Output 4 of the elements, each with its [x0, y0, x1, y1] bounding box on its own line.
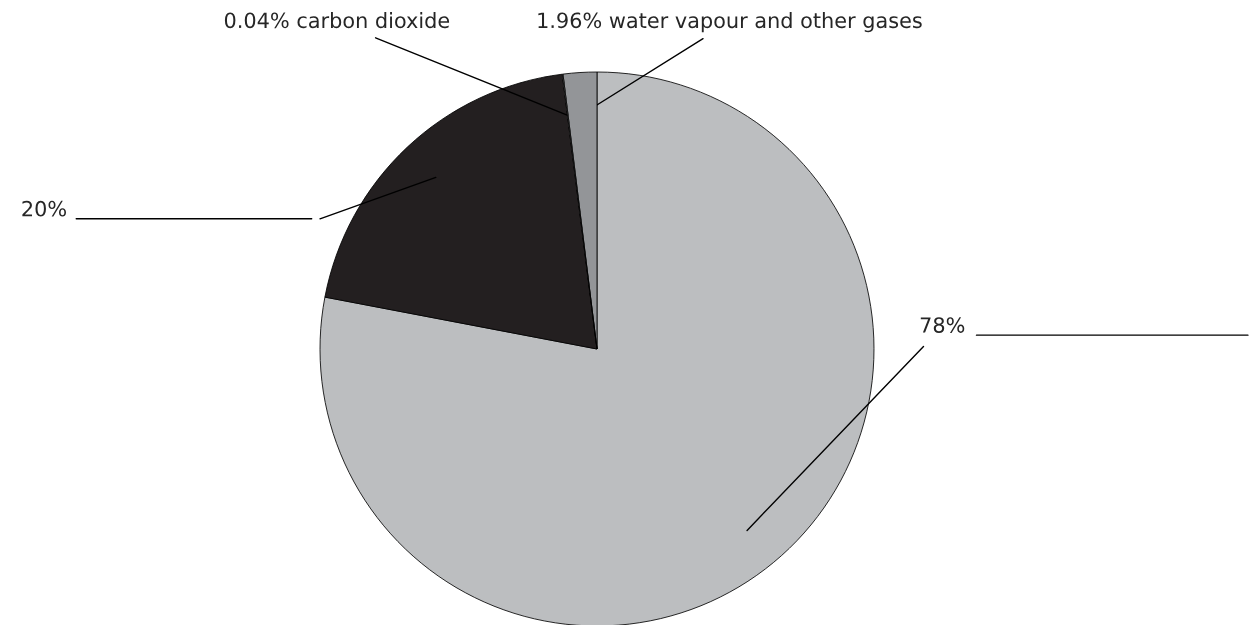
- slice-label: 0.04% carbon dioxide: [224, 12, 450, 29]
- slice-label: 1.96% water vapour and other gases: [538, 12, 922, 33]
- data-label: 78%: [920, 317, 965, 333]
- data-label: 20%: [22, 200, 66, 217]
